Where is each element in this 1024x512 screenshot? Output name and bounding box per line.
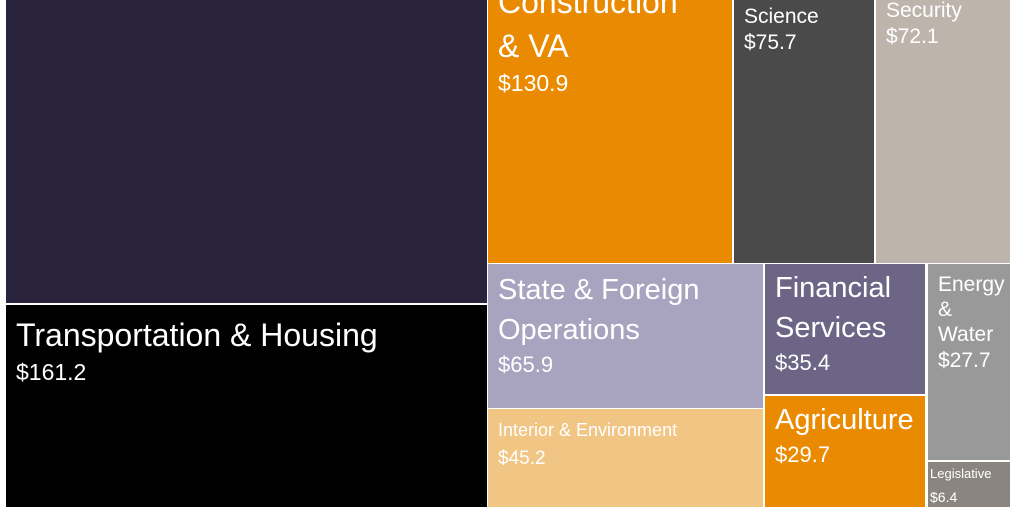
tile-value-label: $65.9: [498, 352, 554, 377]
tile-label: Legislative: [930, 466, 992, 481]
tile-value-label: $75.7: [744, 31, 797, 54]
treemap-tile-construction-va: Construction & VA $130.9: [488, 0, 732, 263]
tile-label: Transportation & Housing: [16, 317, 378, 353]
tile-label: Energy & Water: [938, 273, 1005, 346]
treemap-tile-agriculture: Agriculture $29.7: [765, 396, 925, 507]
tile-label: Interior & Environment: [498, 420, 678, 440]
tile-value-label: $72.1: [886, 25, 939, 48]
treemap-tile-transportation-housing: Transportation & Housing $161.2: [6, 305, 487, 507]
treemap-tile-security: Security $72.1: [876, 0, 1010, 263]
tile-value-label: $45.2: [498, 448, 546, 469]
tile-label: State & Foreign Operations: [498, 274, 700, 346]
tile-value-label: $130.9: [498, 70, 569, 96]
tile-label: Construction & VA: [498, 0, 678, 64]
tile-label: Agriculture: [775, 404, 914, 436]
tile-value-label: $161.2: [16, 359, 87, 385]
tile-value-label: $6.4: [930, 489, 958, 505]
tile-label: Financial Services: [775, 272, 892, 344]
treemap-tile-science: Science $75.7: [734, 0, 874, 263]
tile-label: Security: [886, 0, 962, 22]
treemap-tile-legislative: Legislative $6.4: [928, 462, 1010, 507]
tile-value-label: $35.4: [775, 350, 831, 375]
tile-label: Science: [744, 5, 819, 28]
treemap-tile-energy-water: Energy & Water $27.7: [928, 264, 1010, 460]
tile-value-label: $29.7: [775, 442, 831, 467]
treemap-tile-financial-services: Financial Services $35.4: [765, 264, 925, 394]
treemap-tile-unlabeled: $288.8: [6, 0, 487, 303]
tile-value-label: $27.7: [938, 349, 991, 372]
treemap-tile-interior-environment: Interior & Environment $45.2: [488, 409, 763, 507]
treemap-tile-state-foreign-operations: State & Foreign Operations $65.9: [488, 264, 763, 408]
